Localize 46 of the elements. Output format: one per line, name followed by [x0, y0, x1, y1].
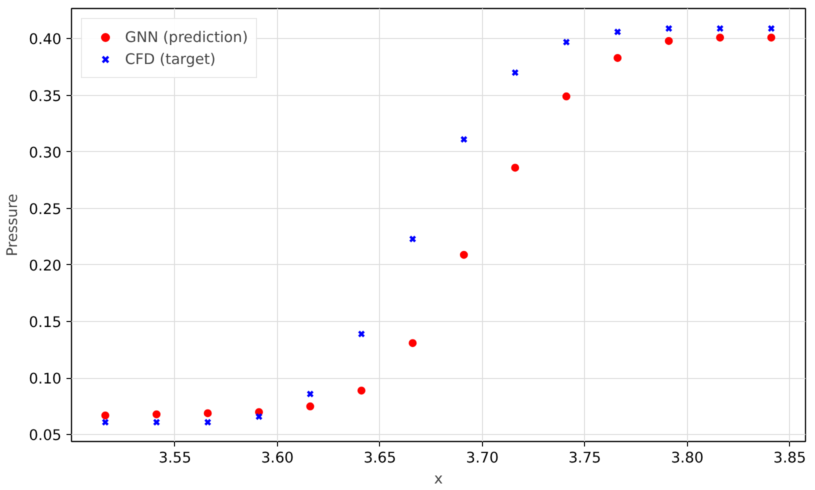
- point: [614, 28, 622, 36]
- point: [511, 68, 519, 76]
- point: [306, 390, 314, 398]
- x-tick-label: 3.85: [773, 450, 806, 466]
- point: [664, 36, 673, 45]
- point: [614, 54, 622, 62]
- point: [460, 136, 468, 144]
- y-tick-label: 0.20: [28, 257, 62, 274]
- point: [357, 386, 366, 395]
- point: [562, 38, 570, 46]
- point: [204, 418, 212, 426]
- x-tick-label: 3.75: [568, 450, 602, 466]
- y-tick-label: 0.10: [28, 370, 62, 388]
- point: [768, 24, 776, 32]
- point: [767, 34, 776, 42]
- point: [204, 409, 212, 418]
- legend-label: GNN (prediction): [125, 28, 248, 46]
- y-tick-label: 0.35: [28, 88, 62, 105]
- point: [358, 330, 366, 338]
- point: [511, 164, 520, 172]
- point: [102, 418, 110, 426]
- point: [408, 235, 416, 243]
- x-tick-label: 3.55: [158, 450, 192, 466]
- y-tick-label: 0.15: [28, 314, 62, 332]
- x-axis-title: x: [434, 470, 444, 488]
- x-tick-label: 3.70: [466, 450, 499, 466]
- point: [665, 24, 673, 32]
- point: [408, 339, 417, 348]
- point: [152, 418, 160, 426]
- point: [562, 92, 570, 100]
- y-axis-title: Pressure: [4, 194, 21, 256]
- legend-label: CFD (target): [125, 50, 216, 68]
- y-tick-label: 0.25: [28, 200, 62, 218]
- point: [101, 411, 110, 420]
- y-tick-label: 0.30: [28, 144, 62, 162]
- y-tick-label: 0.40: [28, 31, 62, 48]
- point: [306, 402, 314, 410]
- x-tick-label: 3.80: [670, 450, 704, 466]
- point: [460, 250, 468, 259]
- point: [716, 34, 724, 42]
- y-tick-label: 0.05: [28, 427, 62, 444]
- x-tick-label: 3.65: [364, 450, 396, 466]
- point: [716, 24, 724, 32]
- x-tick-label: 3.60: [261, 450, 294, 466]
- point: [255, 412, 263, 420]
- point: [152, 410, 161, 418]
